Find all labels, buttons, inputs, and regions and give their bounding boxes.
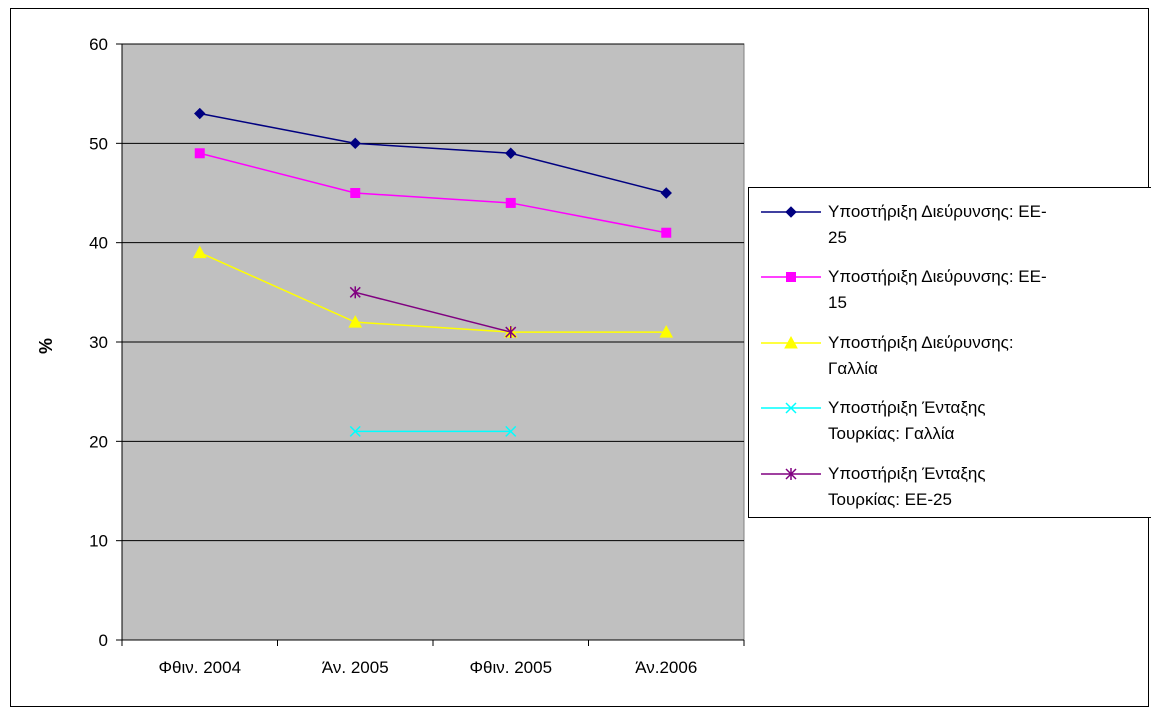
- line-chart: 0 10 20 30 40 50 60 Φθιν. 2004 Άν. 2005 Φθιν. 200…: [36, 35, 745, 677]
- legend-marker: [784, 335, 798, 349]
- x-tick-label: Φθιν. 2005: [469, 658, 552, 677]
- y-tick-label: 40: [89, 234, 108, 253]
- legend-symbol: [761, 335, 821, 349]
- data-point: [505, 425, 517, 437]
- data-point: [660, 187, 672, 199]
- y-tick-label: 60: [89, 35, 108, 54]
- y-tick-label: 10: [89, 532, 108, 551]
- legend-label: Υποστήριξη Διεύρυνσης: ΕΕ- 25: [828, 199, 1151, 251]
- legend-label-line: Τουρκίας: ΕΕ-25: [828, 490, 952, 509]
- y-tick-label: 50: [89, 134, 108, 153]
- chart-frame: 0 10 20 30 40 50 60 Φθιν. 2004 Άν. 2005 Φθιν. 200…: [10, 8, 1151, 707]
- legend-symbol: [761, 272, 821, 282]
- data-point: [350, 188, 361, 198]
- legend-symbol: [761, 468, 821, 480]
- marker-stroke: [505, 425, 517, 437]
- legend-symbol: [761, 206, 821, 218]
- y-tick-label: 20: [89, 432, 108, 451]
- legend-label-line: Υποστήριξη Ένταξης: [828, 398, 986, 417]
- data-point: [194, 107, 206, 120]
- data-point: [349, 137, 361, 150]
- legend-marker: [785, 468, 797, 480]
- series-2: [194, 148, 672, 238]
- x-tick-label: Άν. 2005: [322, 658, 389, 677]
- legend-label-line: 15: [828, 293, 847, 312]
- series-4: [349, 425, 517, 437]
- data-point: [505, 326, 517, 339]
- marker-stroke: [785, 402, 797, 414]
- data-point: [194, 148, 205, 159]
- y-tick-label: 30: [89, 333, 108, 352]
- data-point: [661, 227, 672, 238]
- series-line: [199, 152, 667, 234]
- data-point: [659, 325, 674, 338]
- legend-item: Υποστήριξη Ένταξης Τουρκίας: ΕΕ-25: [749, 461, 1151, 517]
- series-5: [349, 286, 517, 339]
- data-point: [505, 197, 516, 208]
- legend-label: Υποστήριξη Διεύρυνσης: Γαλλία: [828, 330, 1151, 382]
- legend-label: Υποστήριξη Ένταξης Τουρκίας: Γαλλία: [828, 395, 1151, 447]
- data-point: [349, 286, 361, 299]
- series-line: [199, 251, 667, 333]
- legend-label-line: Γαλλία: [828, 359, 878, 378]
- legend-symbol: [761, 402, 821, 414]
- legend-label: Υποστήριξη Ένταξης Τουρκίας: ΕΕ-25: [828, 461, 1151, 513]
- y-tick-label: 0: [99, 631, 108, 650]
- data-point: [349, 425, 361, 437]
- data-point: [348, 315, 363, 328]
- data-point: [192, 245, 207, 259]
- legend-label-line: Υποστήριξη Διεύρυνσης: ΕΕ-: [828, 202, 1047, 221]
- legend-label-line: 25: [828, 228, 847, 247]
- legend-item: Υποστήριξη Διεύρυνσης: ΕΕ- 25: [749, 199, 1151, 255]
- marker-stroke: [349, 425, 361, 437]
- legend-item: Υποστήριξη Διεύρυνσης: Γαλλία: [749, 330, 1151, 386]
- legend-item: Υποστήριξη Διεύρυνσης: ΕΕ- 15: [749, 264, 1151, 320]
- legend: Υποστήριξη Διεύρυνσης: ΕΕ- 25 Υποστήριξη Δ…: [748, 187, 1151, 518]
- y-axis-label: %: [36, 338, 56, 354]
- x-tick-label: Άν.2006: [635, 658, 697, 677]
- legend-label-line: Υποστήριξη Ένταξης: [828, 464, 986, 483]
- legend-label: Υποστήριξη Διεύρυνσης: ΕΕ- 15: [828, 264, 1151, 316]
- series-1: [194, 107, 672, 199]
- legend-marker: [785, 206, 797, 218]
- legend-label-line: Τουρκίας: Γαλλία: [828, 424, 955, 443]
- legend-marker: [786, 272, 796, 282]
- x-tick-label: Φθιν. 2004: [158, 658, 241, 677]
- series-line: [355, 291, 511, 333]
- legend-item: Υποστήριξη Ένταξης Τουρκίας: Γαλλία: [749, 395, 1151, 451]
- legend-label-line: Υποστήριξη Διεύρυνσης:: [828, 333, 1014, 352]
- legend-marker: [785, 402, 797, 414]
- series-line: [199, 112, 667, 194]
- legend-label-line: Υποστήριξη Διεύρυνσης: ΕΕ-: [828, 267, 1047, 286]
- data-point: [505, 147, 517, 159]
